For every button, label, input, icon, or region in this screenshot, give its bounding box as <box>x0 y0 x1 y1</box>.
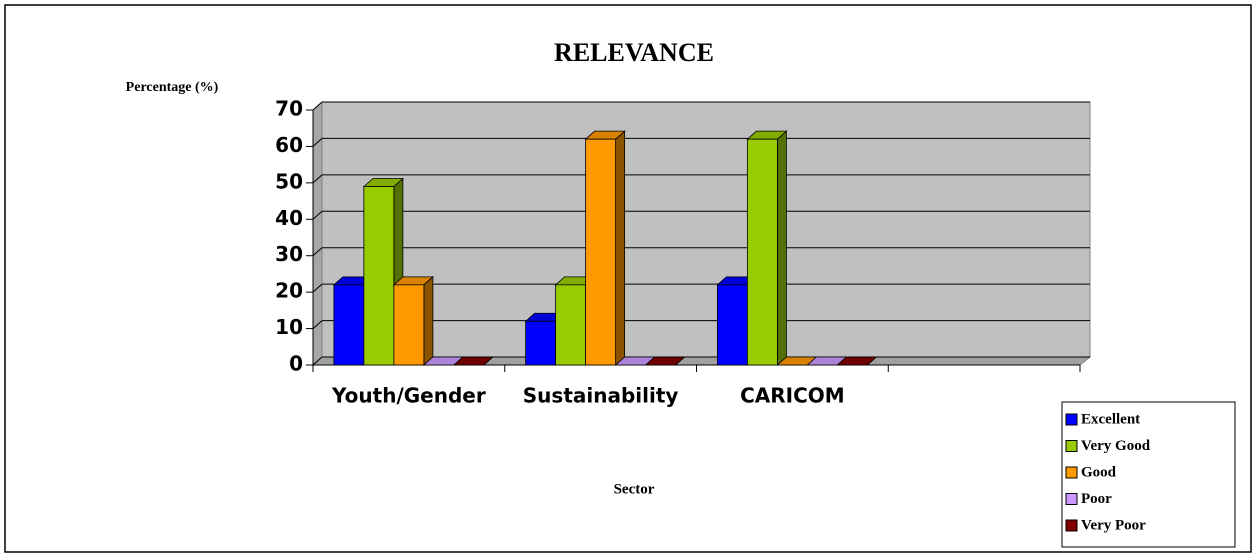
bar <box>644 356 686 366</box>
grid-line-side <box>312 138 323 147</box>
x-tick-label: Sustainability <box>523 384 679 408</box>
grid-line-side <box>312 210 323 220</box>
bar <box>584 130 626 366</box>
y-tick-label: 50 <box>275 169 303 193</box>
bar-face <box>333 284 365 366</box>
bar-face <box>525 320 557 366</box>
side-wall <box>312 100 323 367</box>
bar-face <box>585 138 617 366</box>
grid-line-side <box>312 247 323 257</box>
bar-face <box>746 138 778 366</box>
legend-label: Poor <box>1081 491 1112 507</box>
bar <box>836 356 878 366</box>
y-axis-label: Percentage (%) <box>126 80 219 95</box>
chart-title: RELEVANCE <box>554 38 714 67</box>
bar-face <box>452 356 494 366</box>
legend-label: Very Good <box>1081 438 1151 454</box>
y-tick-label: 70 <box>275 97 303 121</box>
legend-swatch <box>1065 493 1078 505</box>
bar-face <box>716 284 748 366</box>
legend-swatch <box>1065 413 1078 426</box>
y-tick-label: 0 <box>289 352 303 376</box>
y-tick-label: 20 <box>275 279 303 303</box>
y-tick-label: 10 <box>275 315 303 339</box>
x-tick-label: CARICOM <box>740 384 845 408</box>
bar-face <box>363 186 395 366</box>
bar <box>746 130 788 366</box>
bar <box>452 356 494 366</box>
bar-face <box>393 284 425 366</box>
bar-face <box>644 356 686 366</box>
x-tick-label: Youth/Gender <box>331 384 486 408</box>
y-tick-label: 30 <box>275 242 303 266</box>
grid-line-side <box>312 283 323 293</box>
legend-swatch <box>1065 440 1078 452</box>
bar-face <box>836 356 878 366</box>
bar-face <box>776 130 787 366</box>
grid-line-side <box>312 320 323 329</box>
legend-label: Good <box>1081 464 1117 480</box>
grid-line-side <box>312 174 323 184</box>
y-tick-label: 60 <box>275 133 303 157</box>
legend-swatch <box>1065 466 1078 479</box>
bar-face <box>555 284 587 366</box>
grid-line-side <box>312 101 323 111</box>
legend-label: Excellent <box>1081 411 1140 427</box>
legend-box <box>1061 401 1236 548</box>
back-wall <box>321 101 1091 358</box>
bar-face <box>615 130 626 366</box>
legend-swatch <box>1065 519 1078 532</box>
bar-face <box>423 275 434 366</box>
legend-label: Very Poor <box>1081 517 1146 533</box>
bar <box>392 275 434 366</box>
grid-line-side <box>312 356 323 366</box>
x-axis-label: Sector <box>614 481 655 497</box>
y-tick-label: 40 <box>275 206 303 230</box>
